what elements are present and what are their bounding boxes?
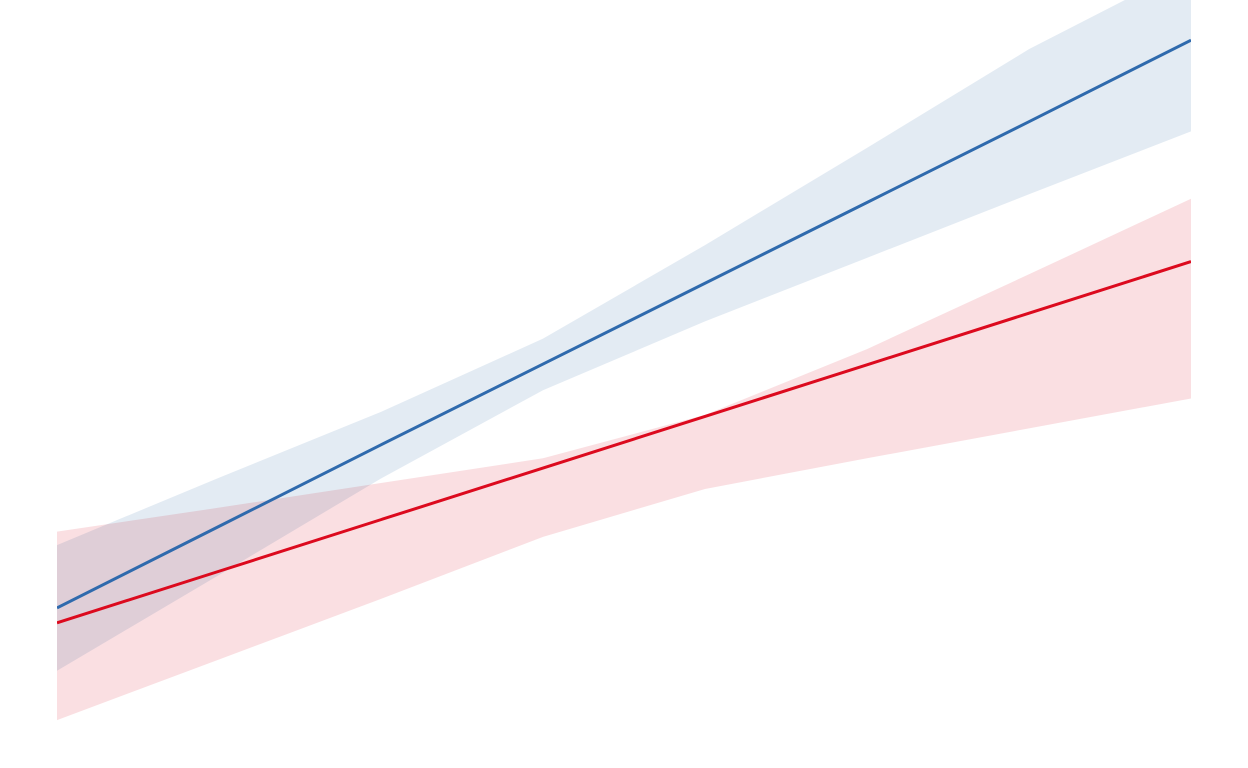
series-lines	[57, 38, 1191, 625]
confidence-bands	[57, 0, 1191, 721]
series-1-confidence-band	[57, 0, 1191, 671]
series-2-line	[57, 260, 1191, 625]
series-1-line	[57, 38, 1191, 610]
series-2-confidence-band	[57, 198, 1191, 721]
